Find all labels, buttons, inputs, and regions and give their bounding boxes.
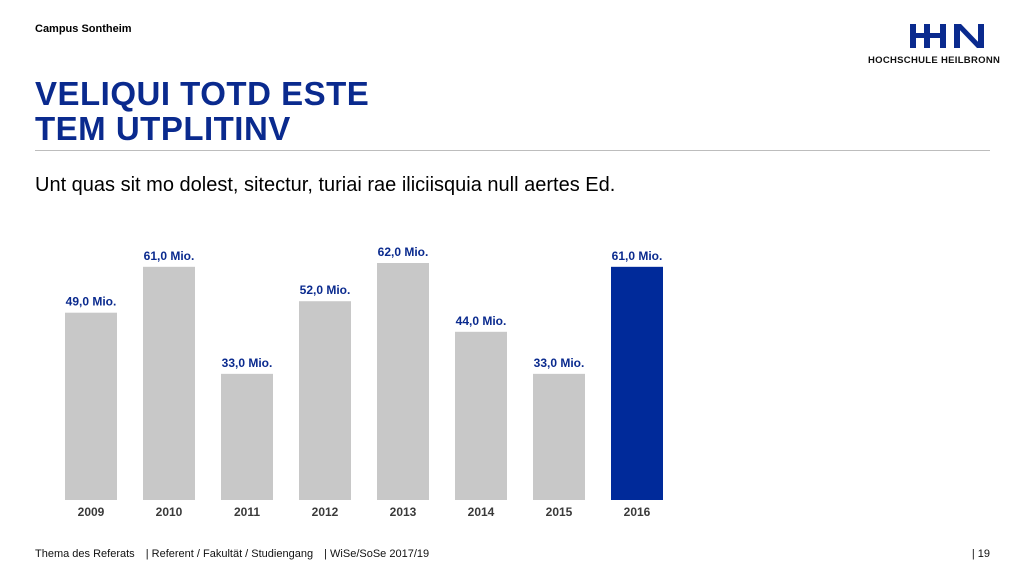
logo-wordmark: HOCHSCHULE HEILBRONN [868, 55, 1001, 66]
bar-2011 [221, 373, 273, 500]
bar-2013 [377, 263, 429, 500]
page-number: | 19 [971, 548, 990, 560]
data-label-2016: 61,0 Mio. [612, 249, 663, 263]
bar-chart: 49,0 Mio. 2009 61,0 Mio. 2010 33,0 Mio. 2011 5… [65, 245, 663, 519]
footer-presenter: | Referent / Fakultät / Studiengang [145, 548, 314, 560]
x-tick-label-2016: 2016 [624, 505, 651, 519]
bar-2016 [611, 266, 663, 500]
x-tick-label-2015: 2015 [546, 505, 573, 519]
data-label-2013: 62,0 Mio. [378, 245, 429, 259]
bar-2015 [533, 373, 585, 500]
x-tick-label-2014: 2014 [468, 505, 495, 519]
x-tick-label-2009: 2009 [78, 505, 105, 519]
campus-label: Campus Sontheim [35, 23, 132, 35]
data-label-2015: 33,0 Mio. [534, 356, 585, 370]
x-tick-label-2010: 2010 [156, 505, 183, 519]
footer-topic: Thema des Referats [35, 548, 135, 560]
data-label-2009: 49,0 Mio. [66, 295, 117, 309]
hhn-logo: HOCHSCHULE HEILBRONN [868, 24, 1001, 68]
bar-2010 [143, 266, 195, 500]
title-line-1: VELIQUI TOTD ESTE [35, 75, 370, 112]
page-title: VELIQUI TOTD ESTE TEM UTPLITINV [35, 76, 369, 146]
title-line-2: TEM UTPLITINV [35, 110, 291, 147]
x-tick-label-2012: 2012 [312, 505, 339, 519]
bar-2014 [455, 331, 507, 500]
data-label-2011: 33,0 Mio. [222, 356, 273, 370]
footer-semester: | WiSe/SoSe 2017/19 [324, 548, 430, 560]
footer: Thema des Referats | Referent / Fakultät… [35, 548, 990, 560]
hhn-logo-mark-icon [910, 24, 984, 48]
data-label-2010: 61,0 Mio. [144, 249, 195, 263]
x-tick-label-2011: 2011 [234, 505, 260, 519]
title-divider [35, 150, 990, 151]
bar-2012 [299, 301, 351, 500]
data-label-2012: 52,0 Mio. [300, 283, 351, 297]
x-tick-label-2013: 2013 [390, 505, 417, 519]
subtitle: Unt quas sit mo dolest, sitectur, turiai… [35, 174, 616, 196]
data-label-2014: 44,0 Mio. [456, 314, 507, 328]
bar-2009 [65, 312, 117, 500]
